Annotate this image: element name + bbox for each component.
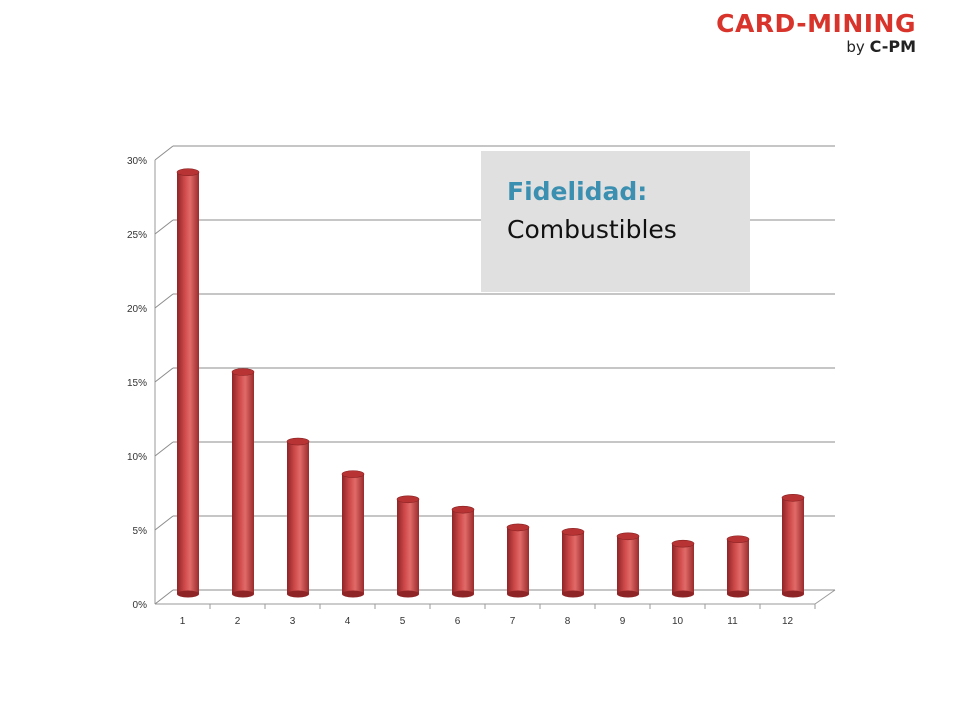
bar — [726, 535, 750, 598]
bar-body — [397, 499, 419, 594]
bar-top — [286, 437, 310, 446]
x-tick-label: 7 — [510, 616, 516, 627]
bar-base — [397, 590, 419, 598]
bar — [176, 168, 200, 598]
bar-top — [176, 168, 200, 176]
bar — [506, 523, 530, 598]
y-tick-label: 0% — [133, 600, 148, 611]
x-tick-label: 9 — [620, 616, 626, 627]
bar-top — [506, 523, 530, 532]
bar-base — [782, 590, 804, 598]
bar-body — [452, 509, 474, 594]
bar-top — [396, 495, 420, 504]
bar-top — [671, 539, 695, 548]
bar-base — [177, 590, 199, 598]
bar-base — [562, 590, 584, 598]
floor-edge-right — [814, 589, 836, 605]
x-tick-label: 6 — [455, 616, 461, 627]
bar — [561, 528, 585, 598]
bar-top — [726, 535, 750, 544]
bar-top — [616, 532, 640, 541]
y-tick-label: 10% — [127, 452, 147, 463]
x-tick-label: 3 — [290, 616, 296, 627]
gridline-diagonal — [154, 219, 174, 235]
chart-title-primary: Fidelidad: — [507, 177, 648, 206]
gridline-diagonal — [154, 145, 174, 161]
y-tick-label: 25% — [127, 230, 147, 241]
brand-logo: CARD-MINING by C-PM — [716, 9, 916, 57]
brand-name: CARD-MINING — [716, 9, 916, 38]
gridline-diagonal — [154, 293, 174, 309]
x-tick-label: 1 — [180, 616, 186, 627]
bar-body — [507, 527, 529, 594]
y-tick-label: 15% — [127, 378, 147, 389]
bar-base — [672, 590, 694, 598]
bar-body — [727, 539, 749, 594]
x-tick-label: 10 — [672, 616, 684, 627]
bar-base — [507, 590, 529, 598]
gridline-diagonal — [154, 515, 174, 531]
chart-title-secondary: Combustibles — [507, 215, 677, 244]
bar-top — [451, 505, 475, 514]
brand-byline: by C-PM — [716, 37, 916, 57]
bar-base — [452, 590, 474, 598]
bar — [286, 437, 310, 598]
bar-top — [781, 493, 805, 502]
x-tick-label: 8 — [565, 616, 571, 627]
x-tick-label: 11 — [727, 616, 738, 627]
bar-body — [232, 372, 254, 594]
bar — [231, 368, 255, 598]
bar-top — [231, 368, 255, 376]
bar-body — [287, 441, 309, 594]
bar — [396, 495, 420, 598]
bar-base — [342, 590, 364, 598]
x-tick-label: 12 — [782, 616, 794, 627]
bar-body — [562, 531, 584, 594]
label-layer: 0%5%10%15%20%25%30%1 2 3 4 5 6 7 8 9 10 11 12 — [127, 156, 794, 627]
x-tick-label: 5 — [400, 616, 406, 627]
y-tick-label: 30% — [127, 156, 147, 167]
bar-body — [342, 474, 364, 594]
bar-body — [782, 497, 804, 594]
chart-title-box: Fidelidad: Combustibles — [481, 151, 750, 292]
bar — [341, 470, 365, 598]
bar — [781, 493, 805, 598]
x-tick-label: 4 — [345, 616, 351, 627]
bar-body — [672, 543, 694, 594]
bar-base — [287, 590, 309, 598]
gridline-diagonal — [154, 367, 174, 383]
bar-base — [617, 590, 639, 598]
y-tick-label: 20% — [127, 304, 147, 315]
bar-top — [561, 528, 585, 536]
bar-base — [232, 590, 254, 598]
bar — [671, 539, 695, 598]
y-tick-label: 5% — [133, 526, 148, 537]
bar-body — [617, 536, 639, 594]
brand-by-name: C-PM — [869, 37, 916, 56]
bar-top — [341, 470, 365, 478]
gridline-diagonal — [154, 441, 174, 457]
bar-body — [177, 172, 199, 594]
bar — [616, 532, 640, 598]
x-tick-label: 2 — [235, 616, 241, 627]
gridline-diagonal — [154, 589, 174, 605]
brand-by-prefix: by — [846, 38, 865, 56]
bar — [451, 505, 475, 598]
bar-base — [727, 590, 749, 598]
bar-layer — [176, 168, 805, 598]
